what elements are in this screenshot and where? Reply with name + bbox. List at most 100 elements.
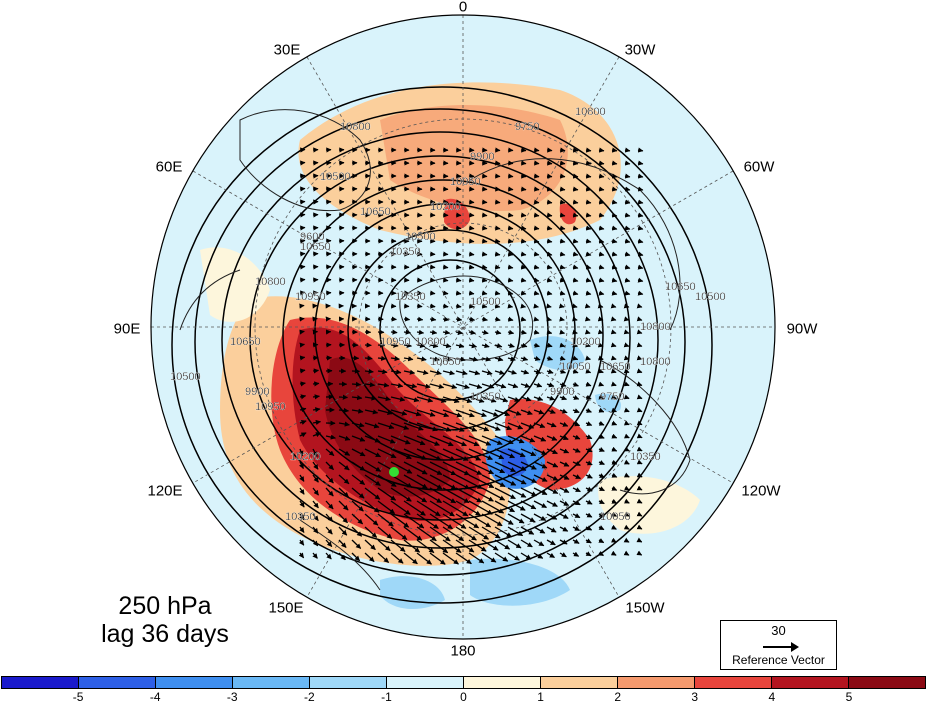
contour-label: 9900 xyxy=(550,386,574,398)
vector-arrow xyxy=(300,267,305,268)
vector-arrow xyxy=(391,319,396,320)
reference-vector-box: 30 Reference Vector xyxy=(720,620,837,670)
pressure-level: 250 hPa xyxy=(60,592,270,620)
vector-arrow xyxy=(339,397,348,398)
vector-arrow xyxy=(495,215,500,216)
vector-arrow xyxy=(534,150,539,151)
vector-arrow xyxy=(521,215,526,216)
colorbar-swatch xyxy=(2,677,79,688)
vector-arrow xyxy=(560,176,565,177)
contour-label: 10350 xyxy=(630,451,661,463)
vector-arrow xyxy=(560,228,565,229)
vector-arrow xyxy=(469,241,474,242)
lon-label-60e: 60E xyxy=(156,159,183,176)
reference-vector-value: 30 xyxy=(721,623,836,638)
contour-label: 10050 xyxy=(600,511,631,523)
vector-arrow xyxy=(521,150,526,151)
vector-arrow xyxy=(495,150,500,151)
vector-arrow xyxy=(456,215,461,216)
vector-arrow xyxy=(365,371,373,372)
vector-arrow xyxy=(547,189,552,190)
contour-label: 10650 xyxy=(230,336,261,348)
vector-arrow xyxy=(482,215,487,216)
vector-arrow xyxy=(521,241,526,242)
vector-arrow xyxy=(300,215,305,216)
vector-arrow xyxy=(469,215,474,216)
contour-label: 10500 xyxy=(695,291,726,303)
contour-label: 10800 xyxy=(255,276,286,288)
contour-label: 10200 xyxy=(290,451,321,463)
contour-label: 10800 xyxy=(340,121,371,133)
vector-arrow xyxy=(573,150,578,151)
vector-arrow xyxy=(300,254,305,255)
colorbar-swatch xyxy=(464,677,541,688)
vector-arrow xyxy=(612,189,617,190)
vector-arrow xyxy=(417,280,422,281)
vector-arrow xyxy=(638,150,643,151)
vector-arrow xyxy=(625,150,630,151)
vector-arrow xyxy=(430,267,435,268)
vector-arrow xyxy=(612,176,617,177)
vector-arrow xyxy=(508,241,513,242)
reference-arrow-icon xyxy=(761,641,801,653)
vector-arrow xyxy=(456,293,461,294)
vector-arrow xyxy=(300,163,305,164)
vector-arrow xyxy=(534,228,539,229)
vector-arrow xyxy=(573,228,578,229)
vector-arrow xyxy=(560,215,565,216)
contour-label: 10200 xyxy=(430,201,461,213)
vector-arrow xyxy=(443,267,448,268)
vector-arrow xyxy=(508,267,513,268)
colorbar-swatch xyxy=(233,677,310,688)
vector-arrow xyxy=(391,332,397,333)
vector-arrow xyxy=(300,280,305,281)
colorbar-swatch xyxy=(79,677,156,688)
vector-arrow xyxy=(443,241,448,242)
vector-arrow xyxy=(521,163,526,164)
vector-arrow xyxy=(508,189,513,190)
contour-label: 10650 xyxy=(360,206,391,218)
vector-arrow xyxy=(469,228,474,229)
vector-arrow xyxy=(300,228,305,229)
vector-arrow xyxy=(378,358,386,359)
vector-arrow xyxy=(521,228,526,229)
vector-arrow xyxy=(599,150,604,151)
contour-label: 10350 xyxy=(395,291,426,303)
vector-arrow xyxy=(560,150,565,151)
vector-arrow xyxy=(300,306,304,307)
vector-arrow xyxy=(508,280,513,281)
vector-arrow xyxy=(456,306,461,307)
contour-label: 10650 xyxy=(665,281,696,293)
vector-arrow xyxy=(586,202,591,203)
vector-arrow xyxy=(365,358,372,359)
vector-arrow xyxy=(417,319,423,320)
vector-arrow xyxy=(495,241,500,242)
vector-arrow xyxy=(508,163,513,164)
vector-arrow xyxy=(586,176,591,177)
vector-arrow xyxy=(612,163,617,164)
vector-arrow xyxy=(508,228,513,229)
vector-arrow xyxy=(495,254,500,255)
vector-arrow xyxy=(495,280,500,281)
vector-arrow xyxy=(300,319,304,320)
vector-arrow xyxy=(508,176,513,177)
vector-arrow xyxy=(599,163,604,164)
vector-arrow xyxy=(300,344,305,345)
colorbar-swatch xyxy=(387,677,464,688)
vector-arrow xyxy=(586,189,591,190)
lag-label: lag 36 days xyxy=(60,620,270,648)
vector-arrow xyxy=(300,357,305,358)
vector-arrow xyxy=(560,202,565,203)
contour-label: 10350 xyxy=(390,246,421,258)
vector-arrow xyxy=(482,280,487,281)
vector-arrow xyxy=(430,293,435,294)
contour-label: 9900 xyxy=(245,386,269,398)
vector-arrow xyxy=(482,176,487,177)
vector-arrow xyxy=(482,267,487,268)
vector-arrow xyxy=(547,241,552,242)
vector-arrow xyxy=(573,215,578,216)
lon-label-0: 0 xyxy=(459,0,467,16)
vector-arrow xyxy=(469,267,474,268)
vector-arrow xyxy=(495,189,500,190)
colorbar-swatch xyxy=(156,677,233,688)
